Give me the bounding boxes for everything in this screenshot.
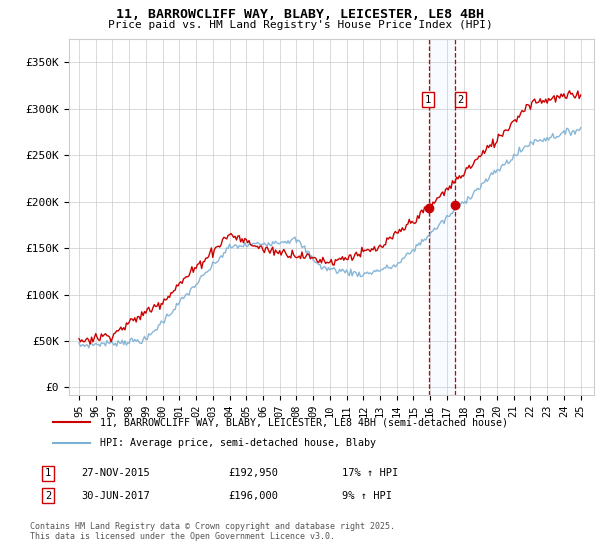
Text: 1: 1 <box>45 468 51 478</box>
Text: 11, BARROWCLIFF WAY, BLABY, LEICESTER, LE8 4BH (semi-detached house): 11, BARROWCLIFF WAY, BLABY, LEICESTER, L… <box>100 417 508 427</box>
Text: 1: 1 <box>425 95 431 105</box>
Text: 11, BARROWCLIFF WAY, BLABY, LEICESTER, LE8 4BH: 11, BARROWCLIFF WAY, BLABY, LEICESTER, L… <box>116 8 484 21</box>
Text: £196,000: £196,000 <box>228 491 278 501</box>
Bar <box>429 39 455 395</box>
Text: HPI: Average price, semi-detached house, Blaby: HPI: Average price, semi-detached house,… <box>100 438 376 448</box>
Text: Price paid vs. HM Land Registry's House Price Index (HPI): Price paid vs. HM Land Registry's House … <box>107 20 493 30</box>
Text: 30-JUN-2017: 30-JUN-2017 <box>81 491 150 501</box>
Text: £192,950: £192,950 <box>228 468 278 478</box>
Text: 9% ↑ HPI: 9% ↑ HPI <box>342 491 392 501</box>
Text: 2: 2 <box>45 491 51 501</box>
Text: 2: 2 <box>457 95 463 105</box>
Text: Contains HM Land Registry data © Crown copyright and database right 2025.
This d: Contains HM Land Registry data © Crown c… <box>30 522 395 542</box>
Text: 27-NOV-2015: 27-NOV-2015 <box>81 468 150 478</box>
Text: 17% ↑ HPI: 17% ↑ HPI <box>342 468 398 478</box>
